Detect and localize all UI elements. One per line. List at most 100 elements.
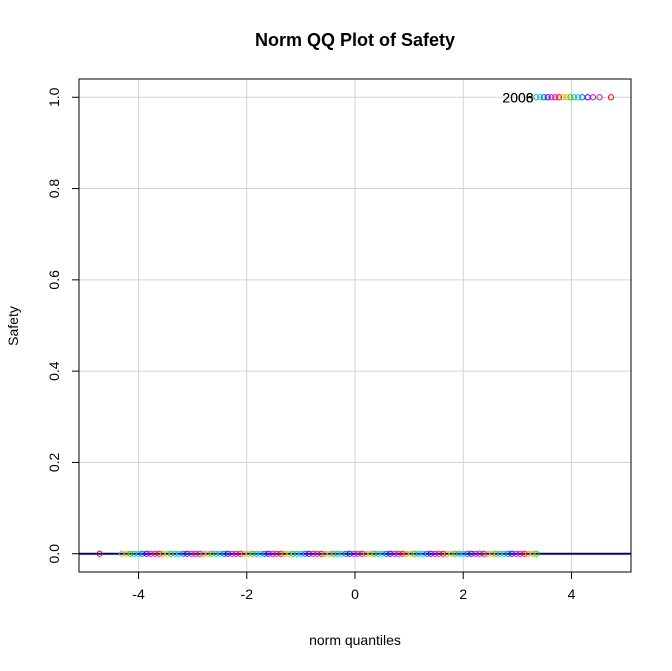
data-point	[533, 550, 540, 557]
x-tick-label: 4	[568, 586, 576, 602]
data-point	[261, 550, 268, 557]
data-point	[505, 550, 512, 557]
data-point	[143, 550, 150, 557]
data-point	[123, 550, 130, 557]
data-point	[212, 550, 220, 557]
data-point	[427, 550, 434, 557]
data-point	[590, 94, 597, 101]
data-point	[216, 550, 223, 557]
data-point	[208, 550, 215, 557]
data-point	[574, 94, 582, 101]
x-tick-label: -2	[241, 586, 254, 602]
data-point	[180, 550, 187, 557]
data-point	[159, 550, 166, 557]
data-point	[151, 550, 158, 557]
data-point	[172, 550, 179, 557]
data-point	[314, 550, 321, 557]
data-point	[431, 550, 439, 557]
data-point	[423, 550, 431, 557]
data-point	[378, 550, 386, 557]
data-point	[253, 550, 260, 557]
data-point	[464, 550, 471, 557]
y-tick-label: 0.4	[46, 361, 62, 381]
data-point	[285, 550, 293, 557]
data-point	[460, 550, 467, 557]
data-point	[289, 550, 296, 557]
data-point	[245, 550, 252, 557]
data-point	[533, 94, 540, 101]
data-point	[326, 550, 333, 557]
data-point	[548, 94, 555, 101]
data-point	[468, 550, 475, 557]
data-point	[346, 550, 353, 557]
data-point	[334, 550, 341, 557]
data-point	[164, 550, 171, 557]
data-point	[544, 94, 551, 101]
data-point	[484, 550, 491, 557]
data-point	[131, 550, 138, 557]
data-point	[200, 550, 207, 557]
data-point	[350, 550, 358, 557]
data-point	[435, 550, 442, 557]
data-point	[342, 550, 349, 557]
data-point	[232, 550, 240, 557]
data-point	[555, 94, 563, 101]
data-point	[277, 550, 284, 557]
data-point	[305, 550, 313, 557]
data-point	[281, 550, 288, 557]
data-point	[521, 550, 528, 557]
y-tick-label: 0.2	[46, 453, 62, 473]
data-point	[310, 550, 317, 557]
data-point	[229, 550, 236, 557]
chart-title: Norm QQ Plot of Safety	[254, 30, 456, 50]
data-point	[383, 550, 390, 557]
y-tick-label: 0.0	[46, 544, 62, 564]
data-point	[375, 550, 382, 557]
data-point	[571, 94, 578, 101]
data-point	[127, 550, 134, 557]
data-point	[297, 550, 304, 557]
y-tick-label: 0.8	[46, 179, 62, 199]
data-point	[330, 550, 337, 557]
data-point	[411, 550, 418, 557]
data-point	[184, 550, 191, 557]
data-point	[220, 550, 228, 557]
data-point	[419, 550, 426, 557]
data-point	[358, 550, 366, 557]
data-point	[196, 550, 203, 557]
data-point	[224, 550, 231, 557]
data-point	[516, 550, 524, 557]
data-point	[293, 550, 301, 557]
data-point	[472, 550, 479, 557]
data-point	[452, 550, 459, 557]
data-point	[240, 550, 248, 557]
x-axis-label: norm quantiles	[309, 632, 401, 648]
data-point	[147, 550, 154, 557]
data-point	[500, 550, 507, 557]
data-point	[302, 550, 309, 557]
data-point	[536, 94, 544, 101]
data-point	[318, 550, 325, 557]
data-point	[559, 94, 566, 101]
data-point	[399, 550, 406, 557]
data-point	[552, 94, 559, 101]
data-point	[513, 550, 520, 557]
data-point	[476, 550, 483, 557]
data-point	[96, 550, 103, 557]
y-tick-label: 0.6	[46, 270, 62, 290]
data-point	[563, 94, 570, 101]
data-point	[188, 550, 195, 557]
point-annotation: 2006	[502, 89, 533, 105]
x-tick-label: 2	[459, 586, 467, 602]
data-point	[167, 550, 175, 557]
data-point	[387, 550, 394, 557]
data-point	[525, 550, 532, 557]
data-point	[269, 550, 276, 557]
data-point	[204, 550, 211, 557]
x-tick-label: 0	[351, 586, 359, 602]
data-point	[540, 94, 547, 101]
point-annotation: 2008	[502, 89, 533, 105]
data-point	[135, 550, 142, 557]
data-point	[192, 550, 199, 557]
